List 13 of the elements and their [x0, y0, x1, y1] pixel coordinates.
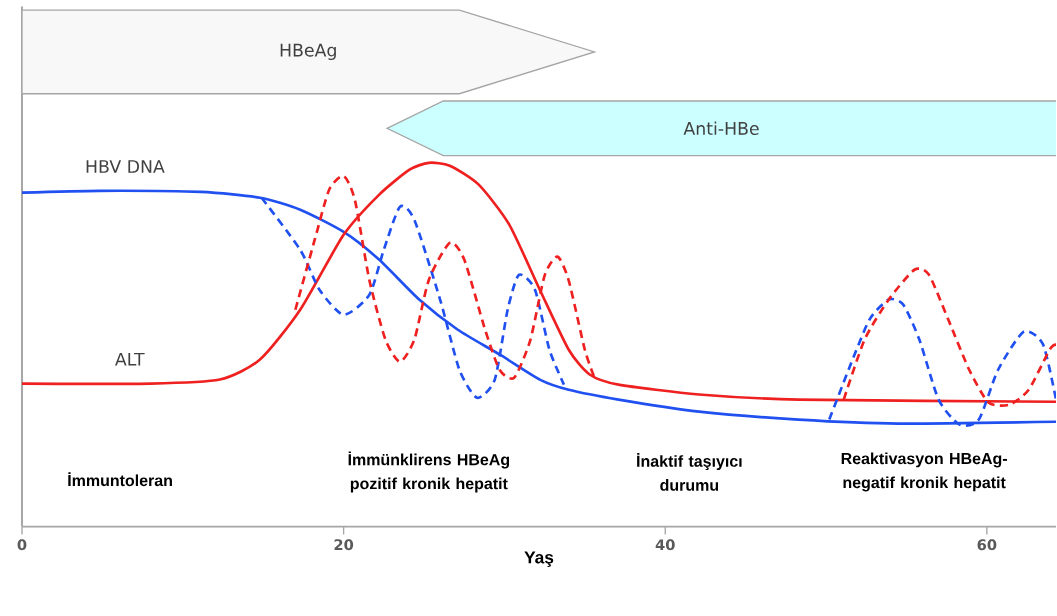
annotation: İmmünklirens HBeAg pozitif kronik hepatit: [348, 451, 510, 493]
series-label: ALT: [115, 352, 145, 366]
annotation: İnaktif taşıyıcı durumu: [637, 452, 742, 491]
text: HBeAg: [280, 43, 336, 60]
x-tick-label: 60: [977, 539, 997, 551]
series-label: HBV DNA: [86, 159, 165, 173]
text: Anti-HBe: [683, 121, 759, 135]
x-tick-label: 20: [334, 539, 354, 551]
x-tick-label: 0: [17, 539, 27, 551]
annotation: İmmuntoleran: [68, 472, 172, 486]
x-axis-title: Yaş: [524, 551, 554, 567]
annotation: Reaktivasyon HBeAg-negatif kronik hepatit: [841, 452, 1007, 492]
x-tick-label: 40: [655, 539, 675, 551]
